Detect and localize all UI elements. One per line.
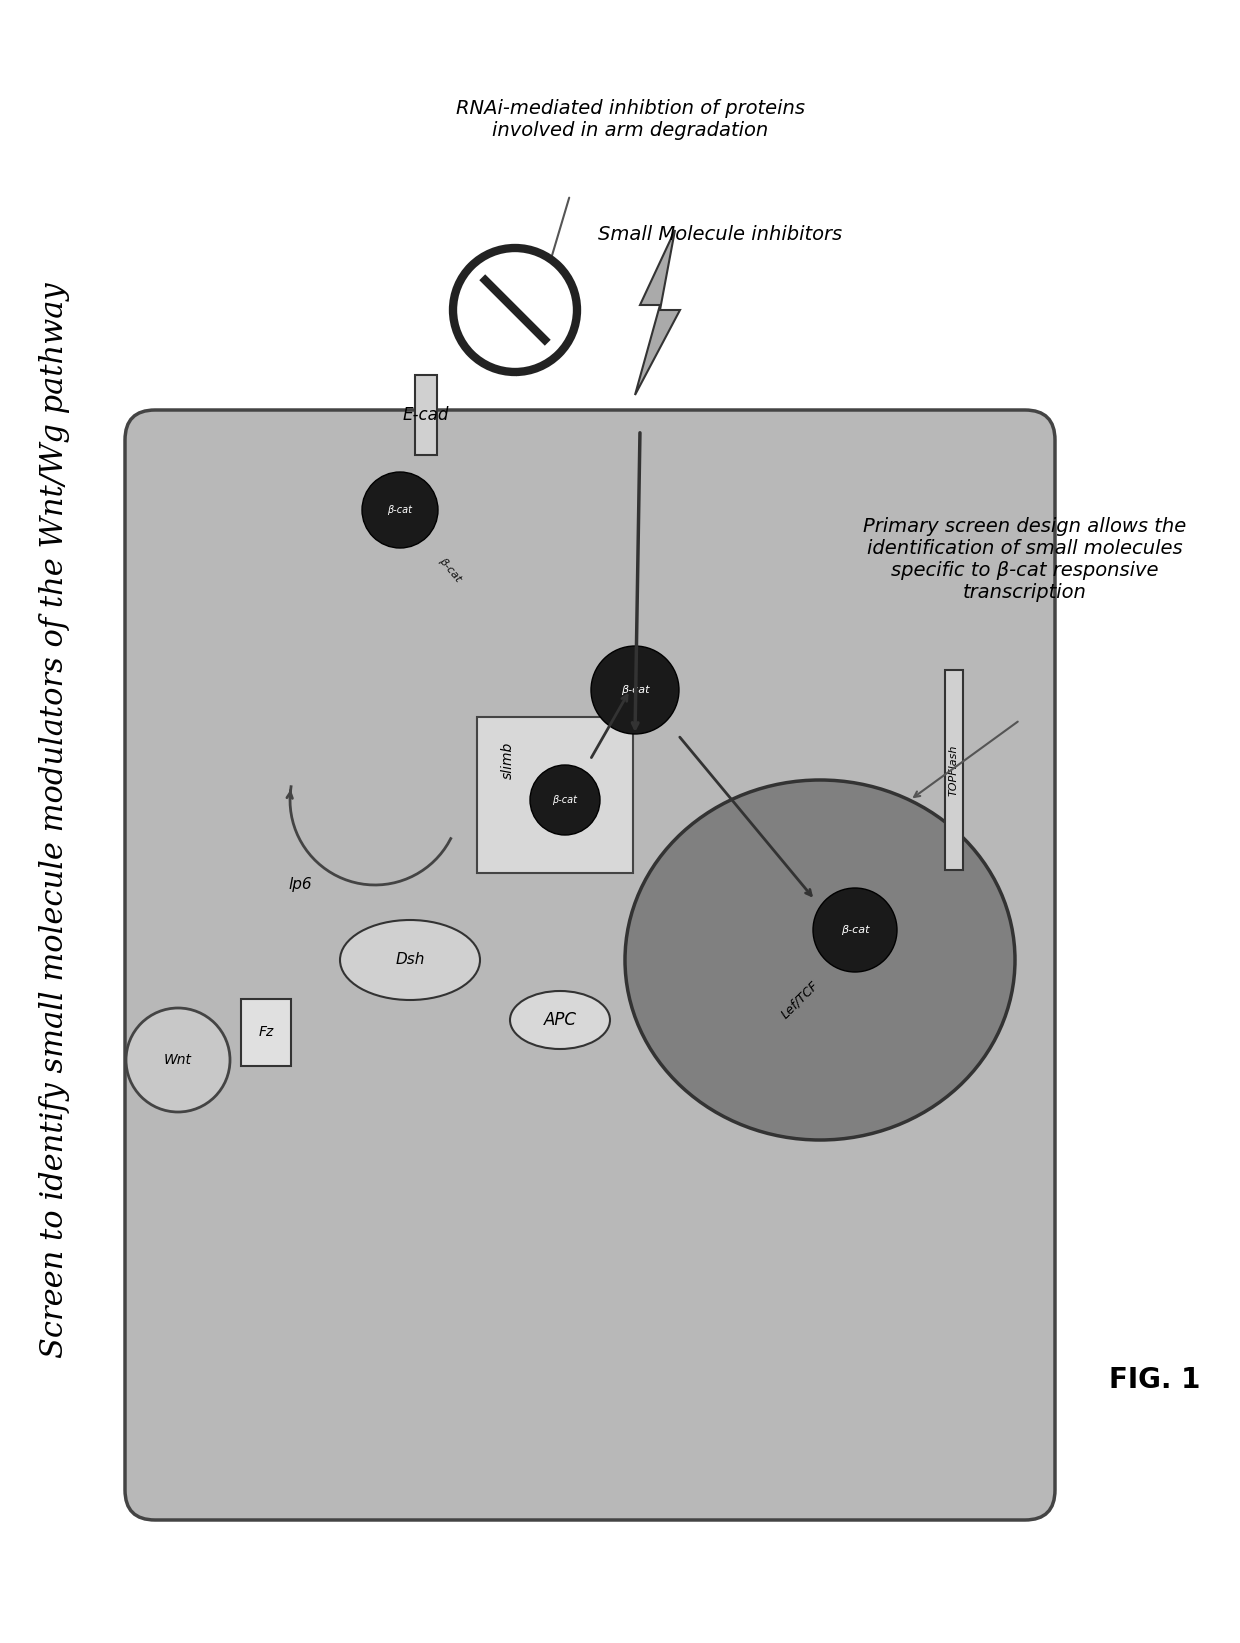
Circle shape <box>453 248 577 371</box>
Circle shape <box>529 766 600 835</box>
Ellipse shape <box>510 991 610 1048</box>
Text: Wnt: Wnt <box>164 1053 192 1066</box>
FancyBboxPatch shape <box>241 999 291 1066</box>
FancyBboxPatch shape <box>125 411 1055 1520</box>
Text: FIG. 1: FIG. 1 <box>1110 1365 1200 1393</box>
Text: slimb: slimb <box>501 741 515 779</box>
Text: E-cad: E-cad <box>403 406 449 424</box>
Circle shape <box>813 887 897 973</box>
Text: Primary screen design allows the
identification of small molecules
specific to β: Primary screen design allows the identif… <box>863 518 1187 603</box>
FancyBboxPatch shape <box>477 716 632 872</box>
Text: Small Molecule inhibitors: Small Molecule inhibitors <box>598 225 842 245</box>
Ellipse shape <box>340 920 480 1001</box>
Polygon shape <box>635 230 680 394</box>
Text: β-cat: β-cat <box>621 685 650 695</box>
Text: TOPFlash: TOPFlash <box>949 744 959 795</box>
Text: β-cat: β-cat <box>387 504 413 514</box>
Text: Lef/TCF: Lef/TCF <box>779 979 821 1022</box>
Circle shape <box>126 1009 229 1112</box>
Text: β-cat: β-cat <box>553 795 578 805</box>
Text: Dsh: Dsh <box>396 953 424 968</box>
Circle shape <box>591 646 680 734</box>
Text: lp6: lp6 <box>288 877 311 892</box>
Bar <box>945 670 963 871</box>
Text: β-cat: β-cat <box>436 555 463 585</box>
Text: Fz: Fz <box>258 1025 274 1038</box>
Ellipse shape <box>625 780 1016 1140</box>
Text: β-cat: β-cat <box>841 925 869 935</box>
Text: Screen to identify small molecule modulators of the Wnt/Wg pathway: Screen to identify small molecule modula… <box>40 283 71 1357</box>
Text: RNAi-mediated inhibtion of proteins
involved in arm degradation: RNAi-mediated inhibtion of proteins invo… <box>455 100 805 141</box>
Circle shape <box>362 472 438 549</box>
Bar <box>415 375 436 455</box>
Text: APC: APC <box>543 1010 577 1029</box>
